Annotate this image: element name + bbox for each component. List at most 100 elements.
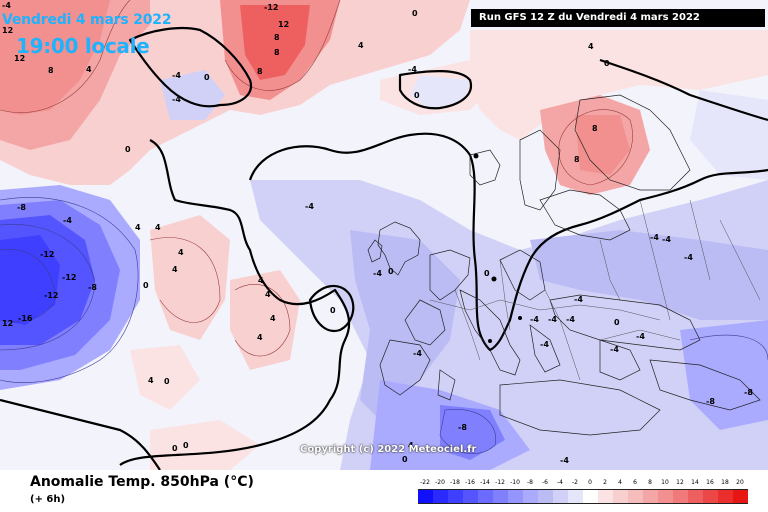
label-arctic-3: 12 [278, 20, 289, 29]
forecast-date: Vendredi 4 mars 2022 [2, 12, 172, 28]
warm-anomaly-areas [0, 0, 768, 470]
label-atl-12: 4 [148, 376, 154, 385]
scale-swatch [702, 489, 718, 504]
label-canada-7: 12 [2, 319, 13, 328]
scale-swatch [522, 489, 538, 504]
forecast-time: 19:00 locale [16, 34, 150, 58]
label-eu-1: 0 [484, 269, 490, 278]
label-atl-13: 0 [172, 444, 178, 453]
scale-tick: 14 [691, 479, 699, 486]
scale-swatch [657, 489, 673, 504]
label-atl-6: 0 [143, 281, 149, 290]
label-arctic-4: 8 [274, 48, 280, 57]
scale-swatch [537, 489, 553, 504]
scale-swatch [492, 489, 508, 504]
label-atl-3: 4 [178, 248, 184, 257]
label-scand-1: 8 [592, 124, 598, 133]
scale-tick: -22 [420, 479, 430, 486]
label-med-3: -4 [560, 456, 569, 465]
run-info-banner: Run GFS 12 Z du Vendredi 4 mars 2022 [471, 9, 765, 27]
scale-swatch [597, 489, 613, 504]
scale-tick: 2 [603, 479, 607, 486]
warm-contour-lines [0, 0, 633, 357]
label-canada-1: -8 [17, 203, 26, 212]
scale-tick: 6 [633, 479, 637, 486]
label-canada-2: -12 [40, 250, 54, 259]
label-arctic-8: -4 [408, 65, 417, 74]
label-davis-1: -4 [172, 71, 181, 80]
label-greenland-4: 4 [86, 65, 92, 74]
label-svalbard: 0 [604, 59, 610, 68]
scale-tick: 16 [706, 479, 714, 486]
label-sw-1: 0 [183, 441, 189, 450]
label-atl-1: 4 [135, 223, 141, 232]
scale-swatch [732, 489, 748, 504]
scale-tick: 12 [676, 479, 684, 486]
scale-swatch [567, 489, 583, 504]
cold-anomaly-areas [0, 70, 768, 470]
label-eu-7: -4 [540, 340, 549, 349]
scale-swatch [687, 489, 703, 504]
label-scand-2: 8 [574, 155, 580, 164]
scale-swatch [672, 489, 688, 504]
scale-swatch [642, 489, 658, 504]
label-canada-8: -4 [63, 216, 72, 225]
label-arctic-7: 0 [412, 9, 418, 18]
label-canada-6: -16 [18, 314, 33, 323]
label-davis-3: -4 [172, 95, 181, 104]
label-canada-4: -8 [88, 283, 97, 292]
label-canada-3: -12 [62, 273, 76, 282]
scale-swatch [417, 489, 433, 504]
scale-tick: -6 [542, 479, 548, 486]
label-east-2: -4 [662, 235, 671, 244]
scale-tick: -20 [435, 479, 445, 486]
label-arctic-6: 4 [358, 41, 364, 50]
label-east-1: -4 [650, 233, 659, 242]
label-uk-1: -4 [373, 269, 382, 278]
label-east-3: -4 [684, 253, 693, 262]
country-borders [429, 199, 761, 381]
label-davis-2: 0 [204, 73, 210, 82]
scale-tick: 18 [721, 479, 729, 486]
scale-tick: -10 [510, 479, 520, 486]
label-arctic-10: 4 [588, 42, 594, 51]
label-atl-5: 4 [258, 276, 264, 285]
scale-swatch [612, 489, 628, 504]
scale-tick: 20 [736, 479, 744, 486]
cold-contour-lines [0, 197, 768, 454]
temperature-anomaly-map[interactable]: -4 12 12 8 4 0 -4 0 -4 -12 8 12 8 8 4 0 -4 0 4 0 8 8 -8 -12 -12-… [0, 0, 768, 470]
scale-swatch [447, 489, 463, 504]
scale-tick: -14 [480, 479, 490, 486]
label-eu-5: -4 [636, 332, 645, 341]
label-eu-8: -4 [574, 295, 583, 304]
label-greenland-1: 12 [2, 26, 13, 35]
label-atl-7: 4 [265, 290, 271, 299]
scale-swatch [432, 489, 448, 504]
legend-subtitle: (+ 6h) [30, 494, 66, 505]
label-sw-3: 0 [402, 455, 408, 464]
label-eu-3: -4 [566, 315, 575, 324]
label-eu-4: -4 [530, 315, 539, 324]
label-eu-6: -4 [610, 345, 619, 354]
isolated-markers [473, 153, 522, 343]
scale-tick: -8 [527, 479, 533, 486]
coastlines [367, 94, 761, 436]
label-atl-9: 0 [330, 306, 336, 315]
scale-swatch [552, 489, 568, 504]
label-arctic-9: 0 [414, 91, 420, 100]
scale-tick: 10 [661, 479, 669, 486]
label-greenland-5: 0 [125, 145, 131, 154]
scale-swatch [627, 489, 643, 504]
label-atl-2: 4 [155, 223, 161, 232]
label-arctic-5: 8 [257, 67, 263, 76]
scale-swatch [717, 489, 733, 504]
label-sw-2: 4 [408, 441, 414, 450]
label-east-4: -8 [706, 397, 715, 406]
scale-tick: 0 [588, 479, 592, 486]
label-med-2: -8 [458, 423, 467, 432]
label-atl-11: 4 [257, 333, 263, 342]
label-mid-1: -4 [305, 202, 314, 211]
